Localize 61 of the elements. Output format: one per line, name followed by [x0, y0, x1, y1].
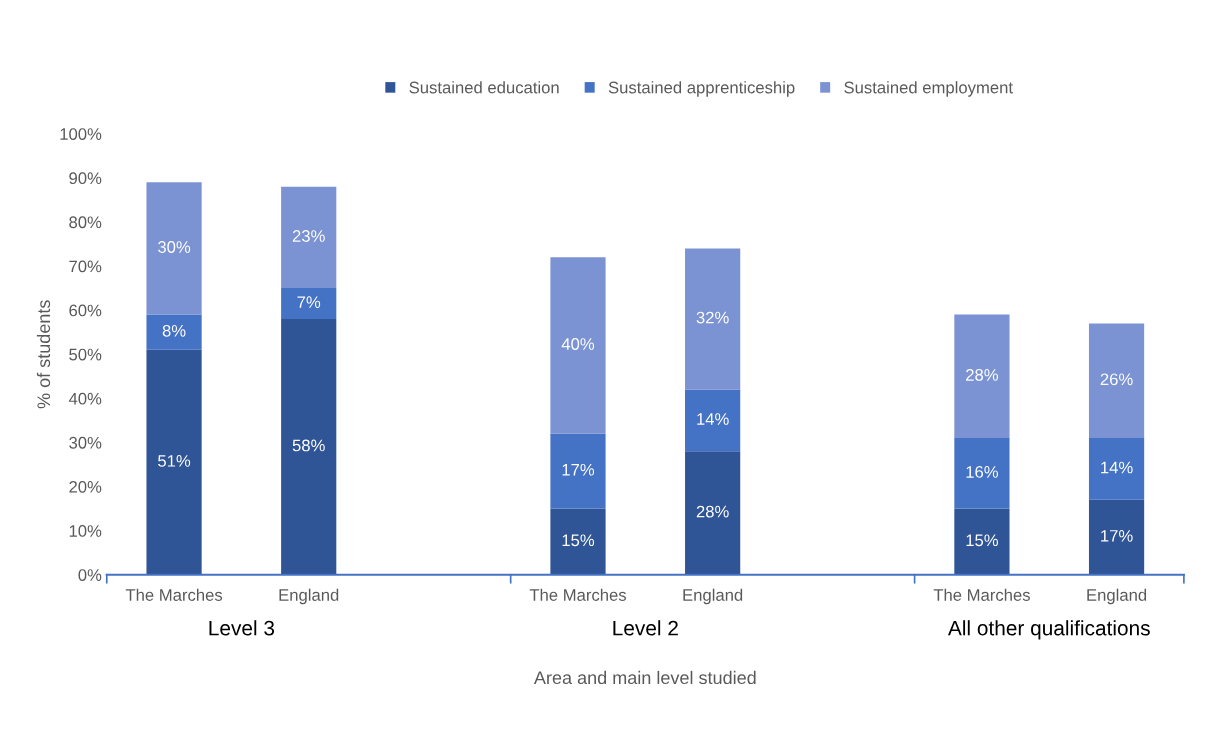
- x-axis-title: Area and main level studied: [533, 670, 756, 685]
- x-tick-label: England: [683, 588, 743, 605]
- text: All other qualifications: [947, 620, 1150, 640]
- data-label: 28%: [966, 368, 999, 381]
- text: Level 3: [209, 620, 275, 636]
- y-tick-label: 50%: [69, 348, 102, 361]
- bar: [954, 438, 1010, 509]
- data-label: 14%: [697, 413, 729, 425]
- y-axis-title: % of students: [36, 300, 51, 409]
- data-label: 16%: [966, 466, 999, 478]
- bar: [281, 186, 337, 289]
- data-label: 58%: [292, 439, 325, 452]
- bar: [550, 257, 606, 434]
- y-tick-label: 80%: [69, 216, 102, 229]
- data-label: 40%: [561, 338, 595, 350]
- y-tick-label: 40%: [68, 392, 102, 405]
- bar: [281, 288, 337, 319]
- x-tick-label: The Marches: [125, 588, 223, 601]
- bar: [146, 314, 202, 350]
- data-label: 14%: [1101, 461, 1133, 474]
- x-tick-label: England: [1087, 588, 1147, 605]
- data-label: 15%: [562, 534, 595, 547]
- x-tick-label: The Marches: [529, 588, 627, 601]
- text: Level 2: [613, 620, 678, 636]
- x-tick-label: The Marches: [933, 588, 1030, 601]
- bar: [685, 389, 741, 452]
- bar: [685, 451, 741, 575]
- y-tick-label: 20%: [69, 480, 102, 493]
- bar: [281, 318, 337, 575]
- y-tick-label: 70%: [69, 260, 102, 273]
- bar: [146, 182, 202, 315]
- bar: [1088, 499, 1145, 575]
- x-tick-label: England: [279, 588, 339, 605]
- y-tick-label: 60%: [69, 304, 102, 317]
- y-tick-label: 10%: [69, 525, 102, 537]
- data-label: 51%: [158, 455, 191, 467]
- y-tick-label: 90%: [69, 172, 102, 185]
- y-tick-label: 0%: [78, 569, 102, 581]
- bar: [550, 433, 606, 509]
- bar: [1088, 438, 1145, 500]
- bar: [550, 508, 606, 575]
- bar: [1088, 323, 1145, 439]
- data-label: 15%: [966, 534, 999, 547]
- data-label: 23%: [292, 230, 325, 242]
- data-label: 17%: [1101, 530, 1133, 542]
- data-label: 28%: [696, 505, 729, 518]
- y-tick-label: 100%: [60, 128, 102, 140]
- data-label: 26%: [1100, 373, 1133, 386]
- legend-label: Sustained apprenticeship: [608, 81, 795, 97]
- legend-label: Sustained employment: [844, 81, 1013, 97]
- data-label: 7%: [297, 296, 321, 308]
- bar: [954, 314, 1010, 439]
- bar: [954, 508, 1010, 575]
- bar: [685, 248, 741, 390]
- data-label: 8%: [162, 324, 186, 337]
- data-label: 30%: [158, 241, 191, 253]
- data-label: 32%: [696, 311, 729, 324]
- data-label: 17%: [562, 463, 595, 476]
- bar: [146, 349, 202, 575]
- y-tick-label: 30%: [69, 436, 102, 449]
- legend-label: Sustained education: [409, 81, 559, 94]
